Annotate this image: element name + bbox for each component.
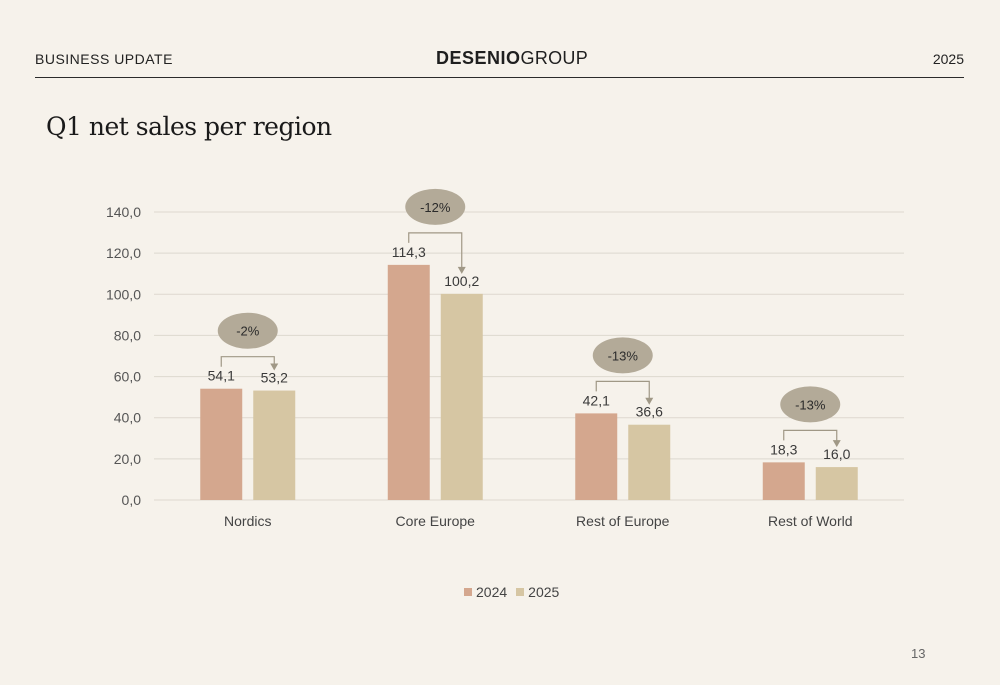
data-label: 53,2	[261, 370, 288, 386]
data-label: 42,1	[583, 392, 610, 408]
chart-legend: 2024 2025	[464, 584, 559, 600]
bar-2024-1	[387, 264, 430, 500]
bar-2025-0	[253, 390, 296, 500]
change-arrow-head	[270, 363, 279, 371]
brand-name-bold: DESENIO	[436, 48, 521, 68]
y-tick-label: 40,0	[114, 410, 141, 426]
header-year: 2025	[932, 51, 964, 67]
section-label: BUSINESS UPDATE	[35, 51, 173, 67]
y-tick-label: 20,0	[114, 451, 141, 467]
change-bracket	[408, 232, 463, 268]
legend-label-2024: 2024	[476, 584, 508, 600]
data-label: 16,0	[823, 446, 850, 462]
x-tick-label: Nordics	[224, 513, 271, 529]
bar-2025-1	[440, 293, 483, 500]
y-tick-label: 120,0	[106, 245, 141, 261]
y-tick-label: 140,0	[106, 204, 141, 220]
change-arrow-head	[457, 266, 466, 274]
change-label: -13%	[608, 348, 639, 363]
change-bubble	[592, 337, 653, 374]
change-arrow-head	[645, 397, 654, 405]
bar-2024-2	[575, 413, 618, 500]
legend-swatch-2025	[516, 588, 525, 596]
data-label: 18,3	[770, 441, 797, 457]
change-bracket	[220, 356, 275, 367]
data-label: 114,3	[392, 244, 426, 260]
change-bubble	[780, 386, 841, 423]
page-number: 13	[911, 646, 926, 661]
brand-name-light: GROUP	[520, 48, 589, 68]
change-label: -12%	[420, 200, 451, 215]
bar-2025-3	[815, 467, 858, 500]
legend-item-2025: 2025	[516, 584, 559, 600]
brand-logo: DESENIOGROUP	[436, 48, 588, 69]
slide-title: Q1 net sales per region	[46, 112, 332, 141]
change-label: -2%	[236, 324, 260, 339]
bar-2025-2	[628, 424, 671, 500]
y-tick-label: 0,0	[122, 492, 142, 508]
header-divider	[35, 77, 964, 78]
y-tick-label: 80,0	[114, 327, 141, 343]
bar-2024-0	[200, 388, 243, 500]
change-bracket	[595, 380, 650, 399]
data-label: 36,6	[636, 404, 663, 420]
bar-2024-3	[762, 462, 805, 500]
change-bubble	[217, 312, 278, 349]
legend-item-2024: 2024	[464, 584, 507, 600]
legend-label-2025: 2025	[528, 584, 560, 600]
x-tick-label: Rest of Europe	[576, 513, 670, 529]
change-label: -13%	[795, 397, 826, 412]
data-label: 100,2	[444, 273, 479, 289]
y-tick-label: 60,0	[114, 369, 141, 385]
data-label: 54,1	[208, 368, 235, 384]
change-arrow-head	[832, 440, 841, 448]
legend-swatch-2024	[464, 588, 472, 596]
y-tick-label: 100,0	[106, 286, 141, 302]
x-tick-label: Core Europe	[396, 513, 476, 529]
x-tick-label: Rest of World	[768, 513, 853, 529]
change-bubble	[405, 188, 466, 225]
change-bracket	[783, 429, 838, 442]
